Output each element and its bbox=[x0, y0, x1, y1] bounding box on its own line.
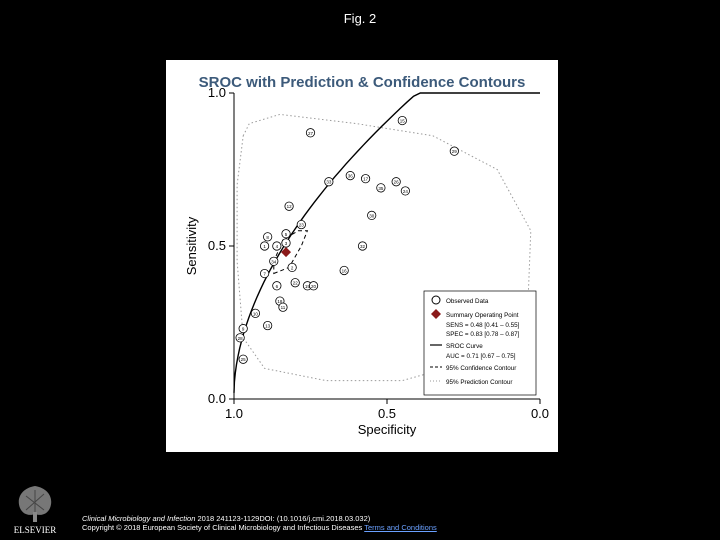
legend-label: SENS = 0.48 [0.41 – 0.55] bbox=[446, 322, 520, 329]
observed-point-label: 9 bbox=[242, 327, 245, 332]
figure-footer: Clinical Microbiology and Infection 2018… bbox=[82, 514, 552, 532]
legend-marker-circle bbox=[431, 295, 441, 305]
observed-point bbox=[263, 232, 273, 242]
observed-point bbox=[397, 115, 407, 126]
legend-label: SROC Curve bbox=[446, 343, 483, 350]
observed-point bbox=[308, 281, 319, 291]
citation-journal: Clinical Microbiology and Infection bbox=[82, 514, 196, 523]
observed-point-label: 19 bbox=[305, 284, 311, 289]
legend-label: Observed Data bbox=[446, 298, 489, 305]
observed-point bbox=[376, 183, 386, 193]
observed-point-label: 3 bbox=[285, 241, 288, 246]
observed-point bbox=[260, 268, 270, 279]
observed-point-label: 33 bbox=[326, 180, 332, 185]
legend-label: AUC = 0.71 [0.67 – 0.75] bbox=[446, 353, 516, 360]
legend-marker-diamond bbox=[431, 309, 441, 319]
y-tick-label: 0.5 bbox=[208, 238, 226, 253]
observed-point-label: 12 bbox=[287, 204, 293, 209]
observed-point-label: 20 bbox=[311, 284, 317, 289]
observed-point-label: 24 bbox=[403, 189, 409, 194]
observed-point-label: 13 bbox=[265, 324, 271, 329]
observed-point bbox=[250, 308, 261, 318]
copyright-text: Copyright © 2018 European Society of Cli… bbox=[82, 523, 363, 532]
legend-label: 95% Confidence Contour bbox=[446, 365, 516, 372]
observed-point bbox=[235, 333, 245, 343]
observed-point bbox=[284, 201, 294, 211]
observed-point-label: 10 bbox=[253, 311, 259, 316]
terms-link[interactable]: Terms and Conditions bbox=[364, 523, 437, 532]
observed-point-label: 6 bbox=[276, 284, 279, 289]
observed-point bbox=[238, 354, 248, 364]
observed-point-label: 26 bbox=[394, 180, 400, 185]
legend-label: SPEC = 0.83 [0.78 – 0.87] bbox=[446, 331, 520, 338]
sroc-curve bbox=[233, 92, 540, 393]
observed-point-label: 36 bbox=[348, 174, 354, 179]
y-tick-label: 0.0 bbox=[208, 391, 226, 406]
observed-point-label: 25 bbox=[241, 357, 247, 362]
prediction-contour bbox=[236, 113, 532, 382]
observed-point bbox=[449, 146, 459, 156]
observed-point-label: 27 bbox=[308, 131, 314, 136]
observed-point bbox=[263, 320, 273, 331]
observed-point bbox=[269, 256, 279, 266]
x-tick-label: 1.0 bbox=[225, 406, 243, 421]
legend-label: Summary Operating Point bbox=[446, 312, 519, 319]
svg-text:ELSEVIER: ELSEVIER bbox=[14, 525, 57, 535]
observed-point-label: 16 bbox=[342, 268, 348, 273]
observed-point bbox=[391, 177, 401, 187]
observed-point bbox=[287, 262, 297, 273]
chart-panel: SROC with Prediction & Confidence Contou… bbox=[166, 60, 558, 452]
x-tick-label: 0.0 bbox=[531, 406, 549, 421]
observed-point bbox=[278, 302, 288, 312]
observed-point-label: 8 bbox=[266, 235, 269, 240]
observed-point-label: 7 bbox=[263, 272, 266, 277]
observed-point-label: 17 bbox=[363, 177, 369, 182]
observed-point bbox=[290, 278, 300, 288]
observed-point bbox=[367, 210, 377, 220]
observed-point bbox=[360, 174, 371, 184]
observed-point-label: 15 bbox=[400, 119, 406, 124]
observed-point-label: 23 bbox=[299, 223, 305, 228]
y-tick-label: 1.0 bbox=[208, 85, 226, 100]
observed-point bbox=[272, 241, 282, 251]
observed-point-label: 29 bbox=[452, 149, 458, 154]
observed-point-label: 4 bbox=[276, 244, 279, 249]
citation-details: 2018 241123-1129DOI: (10.1016/j.cmi.2018… bbox=[195, 514, 371, 523]
observed-point bbox=[400, 186, 410, 196]
observed-point bbox=[272, 281, 282, 291]
legend-label: 95% Prediction Contour bbox=[446, 379, 513, 386]
observed-point-label: 5 bbox=[285, 232, 288, 237]
chart-title: SROC with Prediction & Confidence Contou… bbox=[199, 74, 526, 91]
observed-point-label: 11 bbox=[281, 305, 286, 310]
observed-point-label: 34 bbox=[271, 259, 277, 264]
x-axis-label: Specificity bbox=[358, 422, 417, 437]
elsevier-logo: ELSEVIER bbox=[6, 478, 64, 536]
y-axis-label: Sensitivity bbox=[184, 216, 199, 275]
observed-point bbox=[339, 265, 349, 276]
legend-box bbox=[423, 290, 537, 396]
observed-point bbox=[324, 177, 334, 187]
observed-point-label: 32 bbox=[360, 244, 366, 249]
observed-point bbox=[345, 171, 355, 181]
observed-point-label: 18 bbox=[277, 299, 283, 304]
sroc-chart: SROC with Prediction & Confidence Contou… bbox=[184, 74, 549, 437]
observed-point-label: 1 bbox=[263, 244, 266, 249]
observed-point bbox=[357, 241, 368, 251]
summary-point bbox=[281, 247, 292, 258]
observed-point-label: 30 bbox=[369, 213, 375, 218]
figure-title: Fig. 2 bbox=[343, 11, 377, 26]
observed-point bbox=[281, 229, 291, 239]
observed-point bbox=[260, 241, 270, 251]
x-tick-label: 0.5 bbox=[378, 406, 396, 421]
observed-point bbox=[305, 128, 316, 138]
observed-point bbox=[238, 324, 248, 334]
observed-point-label: 28 bbox=[238, 336, 244, 341]
observed-point-label: 2 bbox=[291, 265, 294, 270]
observed-point bbox=[296, 219, 306, 230]
observed-point-label: 35 bbox=[378, 186, 384, 191]
observed-point-label: 22 bbox=[293, 281, 299, 286]
